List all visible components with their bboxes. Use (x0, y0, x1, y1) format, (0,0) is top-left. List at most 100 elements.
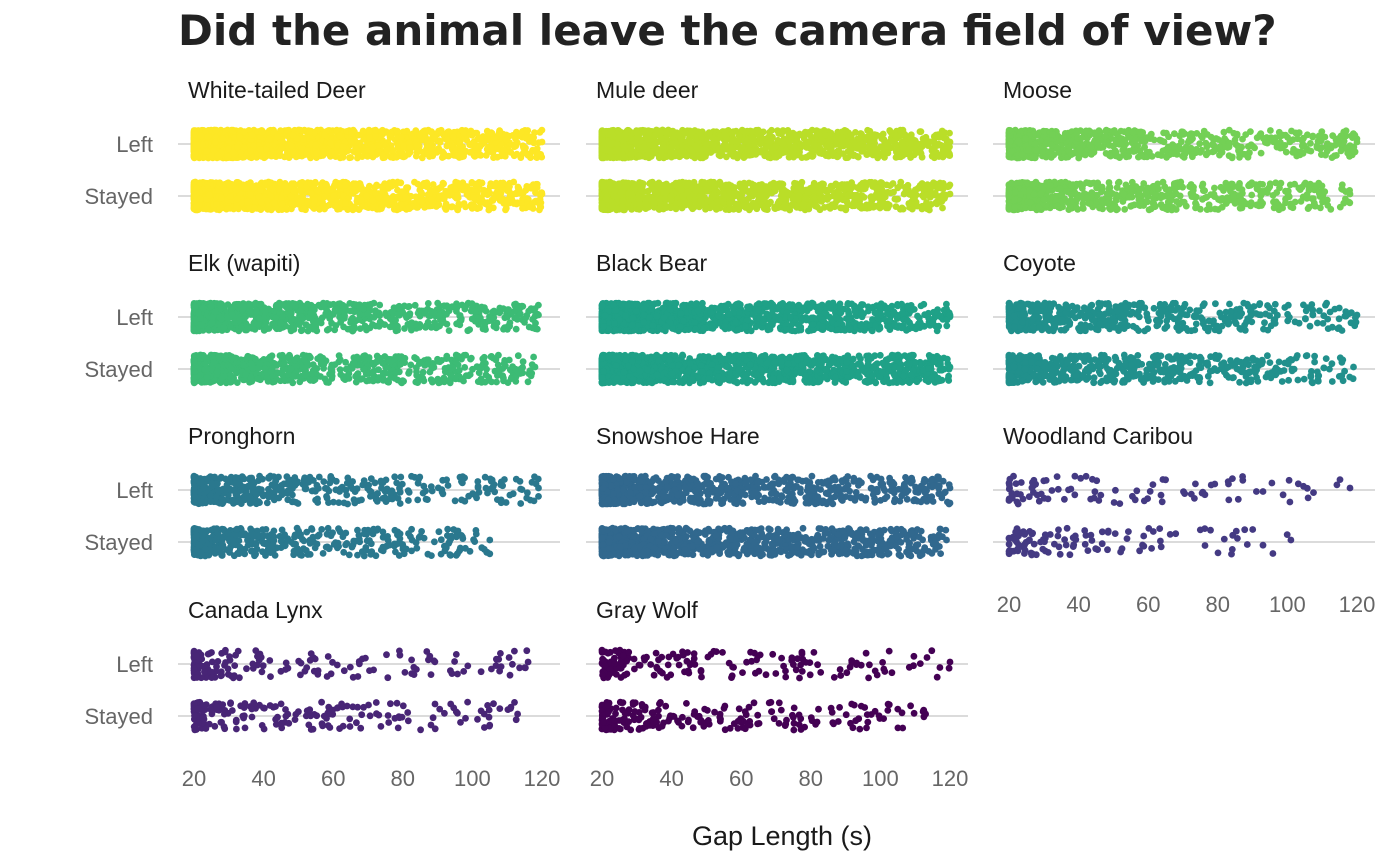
data-point (266, 179, 274, 187)
data-point (311, 197, 318, 205)
data-point (342, 199, 349, 207)
data-point (350, 190, 357, 197)
data-point (488, 130, 496, 137)
data-point (449, 133, 457, 141)
data-point (405, 204, 413, 212)
data-point (278, 144, 286, 152)
data-point (919, 135, 927, 143)
data-point (509, 132, 517, 139)
data-point (636, 152, 643, 160)
data-point (535, 197, 543, 205)
data-point (657, 134, 665, 142)
data-point (429, 181, 437, 188)
data-point (204, 181, 211, 189)
facet-title: Mule deer (596, 77, 699, 103)
data-point (383, 146, 391, 154)
data-point (813, 131, 821, 139)
data-point (442, 203, 450, 211)
facet-panel: Mule deer (586, 77, 968, 214)
data-point (193, 190, 201, 197)
data-point (918, 143, 926, 150)
data-point (328, 148, 335, 156)
data-point (366, 134, 373, 142)
data-point (598, 145, 606, 153)
data-point (510, 141, 518, 149)
data-point (729, 130, 736, 138)
data-point (263, 197, 271, 205)
data-point (258, 129, 266, 137)
data-point (270, 199, 278, 207)
data-point (359, 127, 367, 135)
data-point (313, 149, 321, 157)
data-point (352, 144, 359, 152)
data-point (443, 136, 451, 144)
data-point (671, 149, 678, 157)
data-point (424, 137, 431, 144)
data-point (366, 182, 373, 190)
data-point (761, 152, 769, 160)
data-point (481, 187, 489, 195)
data-point (502, 204, 510, 212)
data-point (484, 136, 492, 144)
data-point (627, 144, 635, 152)
data-point (226, 181, 234, 189)
data-point (463, 190, 471, 198)
data-point (244, 198, 252, 206)
data-point (656, 128, 664, 136)
data-point (530, 183, 538, 191)
data-point (498, 180, 506, 188)
data-point (395, 148, 403, 156)
data-point (383, 194, 391, 202)
data-point (372, 189, 379, 197)
data-point (278, 200, 286, 208)
data-point (412, 152, 420, 160)
data-point (892, 154, 900, 161)
data-point (278, 194, 285, 202)
data-point (454, 194, 462, 202)
data-point (888, 137, 895, 145)
data-point (234, 195, 242, 203)
data-point (683, 152, 691, 160)
data-point (478, 179, 486, 187)
data-point (454, 179, 462, 187)
data-point (369, 143, 377, 151)
data-point (256, 146, 264, 153)
data-point (440, 195, 448, 203)
data-point (221, 186, 229, 194)
chart-title: Did the animal leave the camera field of… (178, 6, 1277, 55)
data-point (939, 204, 946, 212)
data-point (414, 180, 422, 188)
data-point (476, 151, 484, 159)
data-point (930, 147, 938, 154)
data-point (265, 135, 273, 143)
data-point (472, 180, 480, 188)
data-point (225, 145, 233, 153)
data-point (216, 205, 224, 213)
data-point (400, 142, 407, 150)
data-point (372, 132, 379, 140)
data-point (621, 154, 629, 162)
data-point (732, 153, 740, 160)
data-point (224, 153, 232, 161)
data-point (395, 205, 403, 213)
data-point (454, 206, 461, 214)
facet-title: White-tailed Deer (188, 77, 366, 103)
data-point (681, 129, 689, 137)
data-point (740, 128, 748, 135)
data-point (379, 151, 386, 159)
data-point (288, 142, 295, 150)
data-point (874, 154, 882, 162)
data-point (500, 146, 508, 154)
data-point (243, 184, 250, 192)
data-point (698, 133, 706, 141)
data-point (519, 205, 526, 212)
data-point (478, 195, 485, 203)
data-point (898, 138, 906, 146)
data-point (935, 140, 942, 148)
data-point (470, 194, 477, 202)
data-point (698, 153, 705, 161)
data-point (693, 143, 700, 151)
data-point (194, 141, 202, 149)
data-point (870, 142, 878, 150)
data-point (471, 143, 479, 151)
